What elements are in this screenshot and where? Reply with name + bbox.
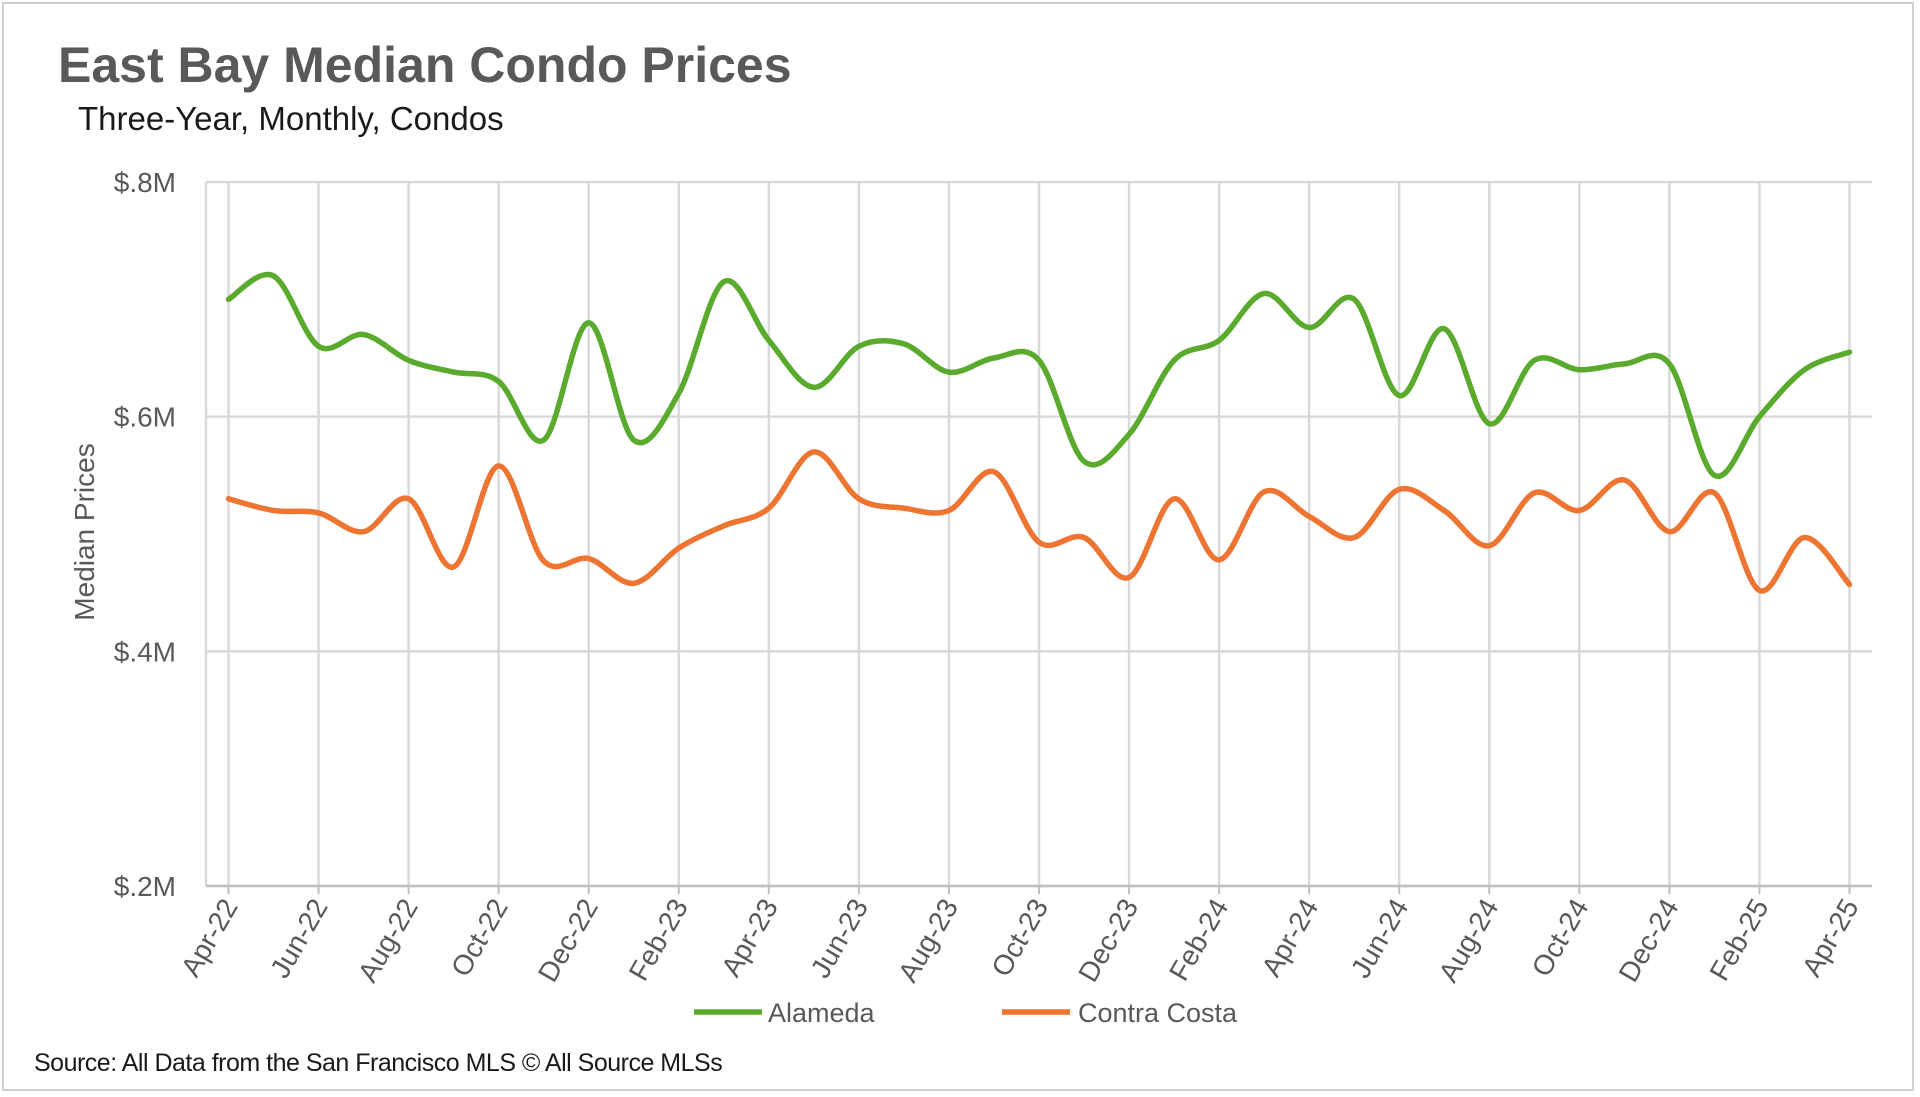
y-axis-label: Median Prices [69, 443, 100, 620]
y-tick-label: $.4M [114, 636, 176, 667]
x-tick-label: Apr-23 [715, 894, 784, 982]
x-tick-label: Aug-23 [892, 894, 964, 988]
legend-label-alameda: Alameda [768, 998, 876, 1028]
x-tick-label: Apr-24 [1255, 894, 1324, 982]
legend: Alameda Contra Costa [694, 998, 1238, 1028]
y-tick-label: $.8M [114, 167, 176, 198]
series-line-contra-costa [225, 449, 1853, 594]
gridlines [204, 180, 1872, 894]
x-tick-label: Oct-23 [985, 894, 1054, 982]
chart-title: East Bay Median Condo Prices [58, 37, 792, 93]
x-tick-label: Jun-24 [1345, 894, 1415, 984]
series-line-alameda [225, 271, 1853, 479]
y-tick-label: $.6M [114, 402, 176, 433]
x-tick-label: Apr-22 [175, 894, 244, 982]
y-axis-ticks: $.2M $.4M $.6M $.8M [114, 167, 176, 902]
chart-subtitle: Three-Year, Monthly, Condos [78, 100, 504, 137]
x-tick-label: Dec-23 [1072, 894, 1144, 988]
x-tick-label: Feb-23 [623, 894, 694, 986]
x-tick-label: Dec-22 [532, 894, 604, 988]
x-tick-label: Feb-25 [1703, 894, 1774, 986]
x-tick-label: Jun-22 [264, 894, 334, 984]
x-tick-label: Oct-24 [1526, 894, 1595, 982]
legend-label-contra-costa: Contra Costa [1078, 998, 1238, 1028]
x-tick-label: Jun-23 [804, 894, 874, 984]
x-tick-label: Oct-22 [445, 894, 514, 982]
x-tick-label: Aug-24 [1432, 894, 1504, 988]
x-tick-label: Aug-22 [352, 894, 424, 988]
y-tick-label: $.2M [114, 871, 176, 902]
x-tick-label: Feb-24 [1163, 894, 1234, 986]
x-tick-label: Dec-24 [1613, 894, 1685, 988]
x-axis-ticks: Apr-22 Jun-22 Aug-22 Oct-22 Dec-22 Feb-23 Apr-… [175, 894, 1865, 988]
series-lines [225, 271, 1853, 594]
x-tick-label: Apr-25 [1796, 894, 1865, 982]
source-note: Source: All Data from the San Francisco … [34, 1049, 723, 1077]
